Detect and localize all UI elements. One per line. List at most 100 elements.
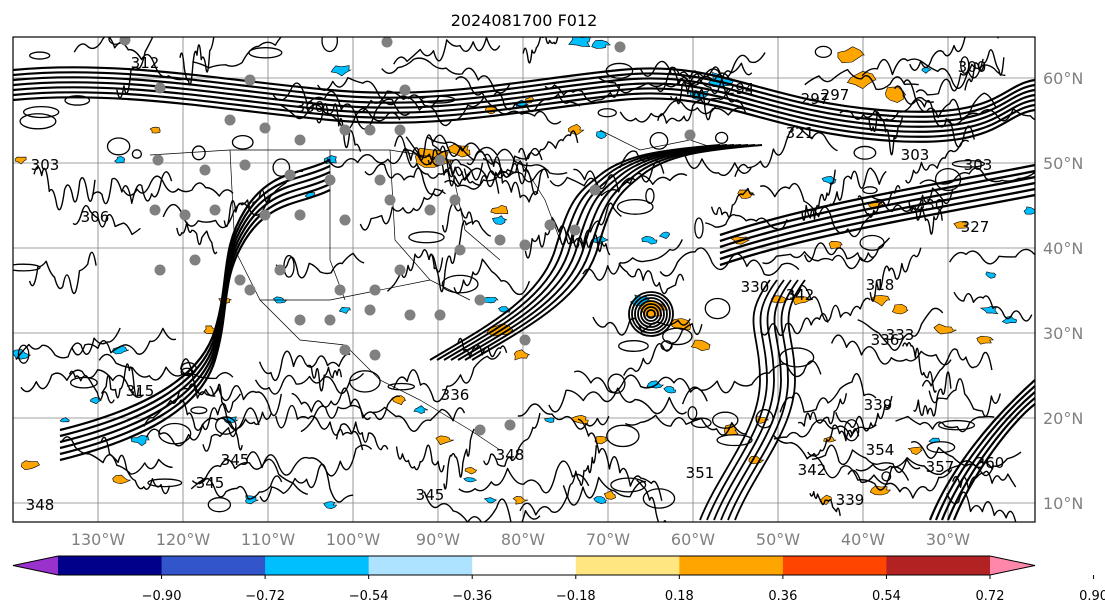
contour-label: 336 — [441, 386, 470, 404]
shaded-region — [933, 323, 957, 335]
contour-label: 348 — [496, 446, 525, 464]
longitude-label: 100°W — [326, 530, 381, 549]
contour-line — [928, 378, 1001, 418]
shaded-region — [907, 446, 923, 456]
contour-loop — [22, 105, 60, 119]
station-dot — [569, 224, 581, 236]
contour-line — [15, 327, 121, 360]
station-dot — [369, 284, 381, 296]
contour-loop — [191, 145, 206, 161]
longitude-label: 60°W — [671, 530, 715, 549]
contour-loop — [616, 198, 654, 215]
contour-loop — [714, 131, 729, 144]
contour-line — [466, 149, 539, 203]
contour-line — [405, 136, 500, 194]
shaded-region — [976, 335, 994, 345]
station-dot — [274, 264, 286, 276]
shaded-region — [591, 39, 611, 49]
contour-label: 300 — [296, 98, 325, 116]
contour-line — [598, 72, 731, 94]
contour-line — [373, 406, 466, 432]
contour-line — [919, 167, 1035, 185]
station-dot — [684, 129, 696, 141]
station-dot — [189, 254, 201, 266]
contour-line — [909, 37, 999, 71]
contour-line — [245, 444, 373, 477]
colorbar-segment — [161, 556, 266, 575]
contour-line — [73, 37, 183, 81]
contour-line — [306, 364, 343, 392]
contour-line — [809, 491, 841, 517]
contour-line — [946, 491, 1017, 522]
shaded-region — [921, 66, 932, 74]
contour-label: 333 — [886, 326, 915, 344]
contour-line — [790, 284, 871, 323]
colorbar — [12, 555, 1036, 576]
contour-loop — [321, 37, 339, 53]
latitude-label: 40°N — [1043, 239, 1083, 258]
contour-loop — [64, 95, 91, 106]
contour-label: 336 — [871, 331, 900, 349]
contour-loop — [938, 419, 976, 431]
station-dot — [404, 309, 416, 321]
contour-line — [432, 134, 543, 178]
longitude-label: 120°W — [156, 530, 211, 549]
contour-loop — [716, 434, 753, 447]
contour-loop — [853, 145, 877, 160]
contour-line — [719, 187, 1035, 261]
contour-loop — [349, 370, 381, 393]
contour-line — [618, 263, 685, 295]
contour-line — [316, 102, 362, 152]
contour-line — [483, 412, 541, 467]
contour-line — [60, 436, 173, 475]
station-dot — [154, 264, 166, 276]
station-dot — [519, 334, 531, 346]
contour-line — [668, 62, 753, 95]
shaded-region — [149, 126, 161, 134]
cyclone-contour — [646, 309, 656, 319]
station-dot — [149, 204, 161, 216]
contour-loop — [597, 108, 617, 118]
colorbar-segment — [368, 556, 473, 575]
contour-label: 360 — [976, 454, 1005, 472]
longitude-labels: 130°W 120°W 110°W 100°W 90°W 80°W 70°W 60°W 50°W… — [71, 530, 970, 549]
cyclone-contour — [631, 294, 671, 334]
contour-line — [179, 393, 242, 431]
political-border — [260, 279, 431, 301]
shaded-region — [492, 215, 508, 225]
contour-loop — [662, 327, 693, 346]
shaded-region — [14, 156, 27, 165]
shaded-region — [111, 345, 130, 355]
contour-label: 342 — [798, 461, 827, 479]
contour-loop — [180, 367, 194, 377]
contour-line — [100, 363, 140, 399]
contour-loop — [755, 409, 774, 429]
contour-line — [773, 419, 877, 440]
contour-line — [804, 68, 919, 91]
contour-line — [623, 323, 703, 376]
longitude-label: 30°W — [926, 530, 970, 549]
station-dot — [394, 124, 406, 136]
longitude-label: 80°W — [501, 530, 545, 549]
contour-label: 303 — [31, 156, 60, 174]
station-dot — [369, 349, 381, 361]
contour-loop — [779, 347, 815, 368]
contour-line — [13, 91, 1035, 138]
shaded-region — [114, 156, 126, 164]
contour-line — [905, 139, 970, 184]
contour-loop — [231, 134, 254, 150]
contour-label: 300 — [958, 58, 987, 76]
colorbar-outline — [12, 555, 1036, 576]
shaded-region — [59, 417, 70, 423]
contour-loop — [147, 478, 183, 488]
contour-line — [592, 316, 691, 336]
station-dot — [374, 174, 386, 186]
contour-line — [13, 76, 1035, 123]
station-dot — [434, 309, 446, 321]
contour-loop — [642, 488, 676, 509]
contour-line — [455, 76, 562, 125]
contour-label: 330 — [741, 278, 770, 296]
shaded-region — [603, 490, 617, 500]
cyclone-contour — [634, 297, 668, 331]
contour-label: 321 — [786, 124, 815, 142]
